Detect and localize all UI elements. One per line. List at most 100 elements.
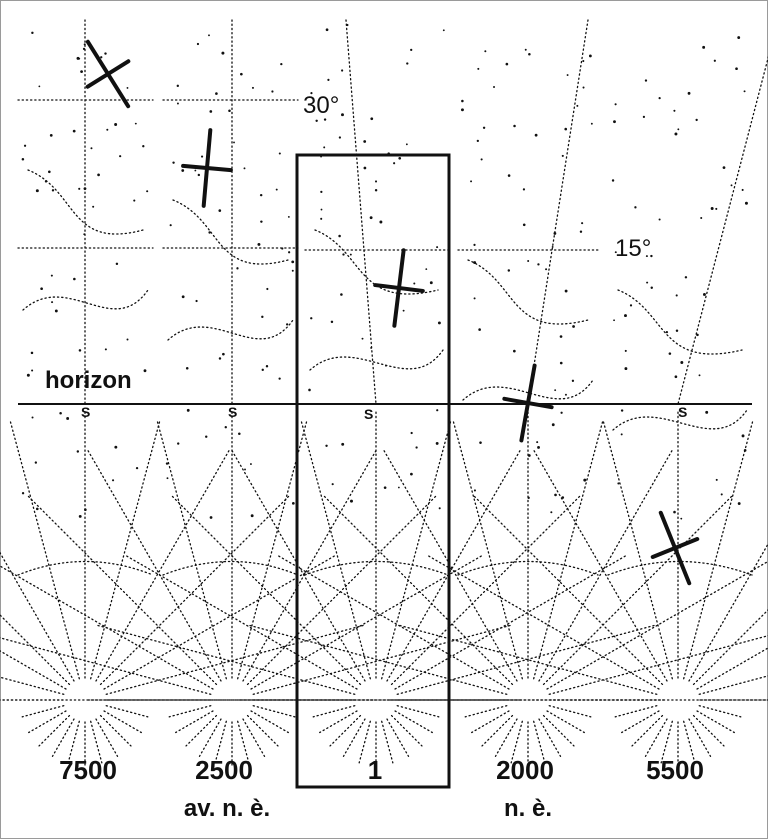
star-dot bbox=[470, 180, 472, 182]
milky-way-outline bbox=[173, 200, 288, 264]
star-dot bbox=[341, 113, 344, 116]
star-dot bbox=[177, 85, 179, 87]
star-dot bbox=[84, 508, 87, 511]
star-dot bbox=[745, 202, 748, 205]
south-marker: S bbox=[364, 406, 373, 422]
star-dot bbox=[535, 134, 538, 137]
star-dot bbox=[225, 426, 227, 428]
meridian-line bbox=[186, 716, 216, 746]
star-dot bbox=[674, 132, 677, 135]
altitude-15-label: 15° bbox=[615, 235, 651, 263]
meridian-line bbox=[0, 625, 64, 694]
meridian-line bbox=[0, 625, 211, 694]
south-marker: S bbox=[678, 404, 687, 420]
star-dot bbox=[721, 493, 723, 495]
star-dot bbox=[572, 325, 575, 328]
star-dot bbox=[508, 174, 511, 177]
star-dot bbox=[339, 136, 341, 138]
star-dot bbox=[266, 365, 268, 367]
star-dot bbox=[677, 128, 679, 130]
star-dot bbox=[583, 479, 586, 482]
star-dot bbox=[80, 70, 83, 73]
star-dot bbox=[36, 508, 39, 511]
year-label-1: 1 bbox=[315, 755, 435, 786]
star-dot bbox=[484, 50, 486, 52]
star-dot bbox=[523, 223, 526, 226]
star-dot bbox=[119, 155, 121, 157]
star-dot bbox=[346, 24, 348, 26]
meridian-line bbox=[392, 716, 422, 746]
star-dot bbox=[613, 120, 616, 123]
star-dot bbox=[100, 56, 102, 58]
meridian-line bbox=[248, 716, 278, 746]
meridian-line bbox=[96, 449, 230, 681]
south-marker: S bbox=[228, 404, 237, 420]
star-dot bbox=[22, 492, 24, 494]
star-dot bbox=[127, 339, 129, 341]
star-dot bbox=[116, 263, 118, 265]
star-dot bbox=[675, 375, 678, 378]
meridian-line bbox=[87, 449, 221, 681]
star-dot bbox=[669, 352, 672, 355]
star-dot bbox=[676, 294, 678, 296]
star-dot bbox=[194, 170, 196, 172]
star-dot bbox=[554, 389, 556, 391]
star-dot bbox=[286, 323, 288, 325]
meridian-line bbox=[544, 716, 574, 746]
star-dot bbox=[326, 28, 329, 31]
star-dot bbox=[645, 79, 647, 81]
star-dot bbox=[443, 29, 445, 31]
star-dot bbox=[279, 377, 281, 379]
star-dot bbox=[554, 232, 557, 235]
star-dot bbox=[215, 92, 218, 95]
milky-way-outline bbox=[468, 260, 588, 324]
star-dot bbox=[536, 441, 538, 443]
meridian-line bbox=[171, 495, 361, 685]
star-dot bbox=[630, 304, 632, 306]
declination-arc bbox=[163, 562, 298, 576]
meridian-line bbox=[544, 495, 734, 685]
star-dot bbox=[537, 446, 540, 449]
star-dot bbox=[260, 194, 262, 196]
star-dot bbox=[228, 109, 231, 112]
star-dot bbox=[565, 290, 568, 293]
star-dot bbox=[73, 130, 76, 133]
star-dot bbox=[438, 321, 441, 324]
star-dot bbox=[363, 140, 366, 143]
star-dot bbox=[436, 442, 439, 445]
star-dot bbox=[24, 145, 26, 147]
star-dot bbox=[310, 317, 312, 319]
southern-cross-marker bbox=[183, 166, 231, 170]
star-dot bbox=[97, 173, 100, 176]
star-dot bbox=[167, 477, 169, 479]
star-dot bbox=[261, 316, 263, 318]
meridian-line bbox=[96, 625, 355, 694]
star-dot bbox=[208, 34, 210, 36]
star-dot bbox=[240, 73, 243, 76]
star-dot bbox=[481, 158, 483, 160]
star-dot bbox=[266, 288, 268, 290]
star-dot bbox=[342, 253, 344, 255]
star-dot bbox=[625, 350, 627, 352]
star-dot bbox=[537, 263, 539, 265]
star-dot bbox=[621, 409, 623, 411]
star-dot bbox=[705, 411, 708, 414]
star-dot bbox=[685, 276, 687, 278]
star-dot bbox=[50, 134, 53, 137]
star-dot bbox=[181, 169, 184, 172]
star-dot bbox=[461, 100, 464, 103]
meridian-line bbox=[534, 420, 603, 679]
star-dot bbox=[325, 445, 327, 447]
star-dot bbox=[288, 216, 290, 218]
star-dot bbox=[32, 417, 34, 419]
star-dot bbox=[478, 328, 481, 331]
meridian-line bbox=[697, 555, 768, 689]
star-dot bbox=[244, 469, 246, 471]
star-dot bbox=[461, 108, 464, 111]
meridian-line bbox=[253, 625, 512, 694]
star-dot bbox=[35, 461, 37, 463]
star-dot bbox=[350, 500, 353, 503]
star-dot bbox=[77, 57, 80, 60]
star-dot bbox=[133, 200, 135, 202]
star-dot bbox=[560, 412, 562, 414]
